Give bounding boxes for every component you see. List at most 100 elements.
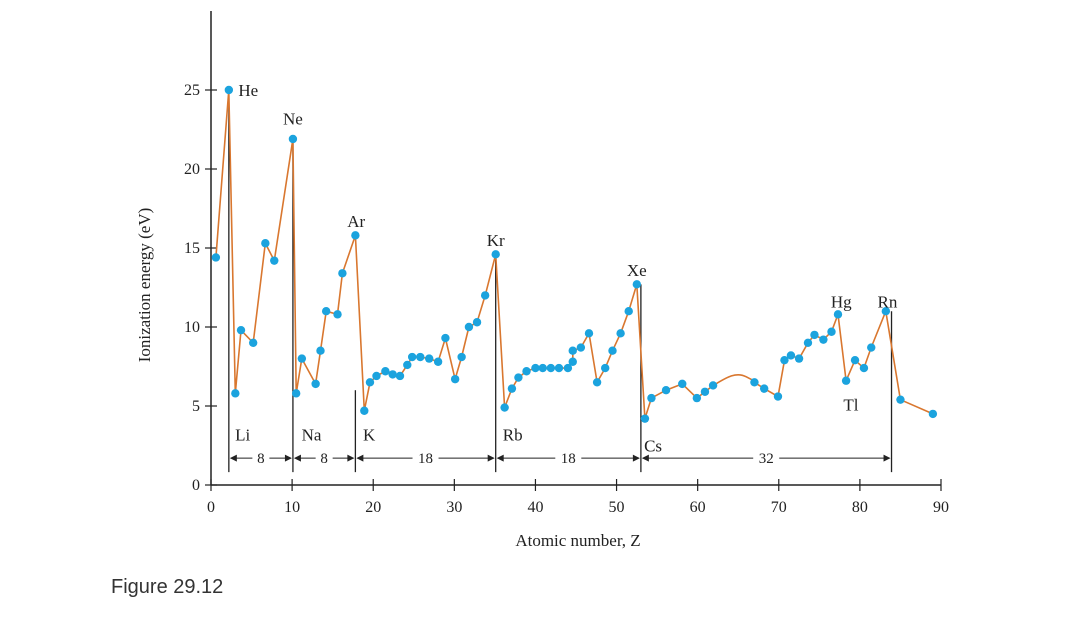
data-point <box>403 360 412 370</box>
data-point <box>786 351 796 360</box>
x-tick-label: 10 <box>284 499 300 516</box>
ionization-series <box>211 85 938 423</box>
arrow-left-icon <box>496 454 504 462</box>
data-point <box>407 352 417 362</box>
data-point <box>773 392 783 401</box>
data-point <box>395 371 405 381</box>
data-point <box>554 363 564 373</box>
data-point <box>833 310 843 319</box>
y-tick-label: 15 <box>184 240 200 257</box>
data-point <box>584 329 594 338</box>
period-length-label: 18 <box>561 451 576 467</box>
data-point <box>338 269 347 278</box>
arrow-right-icon <box>347 454 355 462</box>
data-point <box>224 85 234 95</box>
x-tick-label: 30 <box>446 499 462 516</box>
arrow-left-icon <box>229 454 237 462</box>
data-point <box>708 381 718 390</box>
data-point <box>568 357 577 366</box>
data-point <box>316 346 325 355</box>
data-point <box>928 409 938 419</box>
data-point <box>568 346 577 355</box>
y-tick-label: 5 <box>192 398 200 415</box>
data-point <box>692 393 702 403</box>
figure-caption: Figure 29.12 <box>111 576 224 598</box>
x-tick-label: 60 <box>690 499 706 516</box>
data-point <box>514 373 523 382</box>
data-point <box>678 379 687 389</box>
x-tick-label: 90 <box>933 499 949 516</box>
data-point <box>867 343 876 352</box>
x-tick-label: 20 <box>365 499 381 516</box>
data-point <box>360 406 369 415</box>
data-point <box>351 231 360 240</box>
y-axis-label: Ionization energy (eV) <box>135 208 154 363</box>
data-point <box>896 395 905 404</box>
data-point <box>288 134 298 144</box>
ionization-energy-line <box>215 89 934 420</box>
data-point <box>231 389 240 398</box>
period-brackets: 8 8 18 18 32 <box>228 90 893 473</box>
period-length-label: 18 <box>418 451 433 467</box>
data-point <box>841 376 851 385</box>
y-tick-label: 0 <box>192 477 200 494</box>
data-point <box>297 354 307 363</box>
data-point <box>576 343 586 352</box>
data-point <box>827 327 836 336</box>
data-point <box>538 363 547 373</box>
axes: 0 10 20 30 40 50 60 70 80 90 0 5 10 15 20 25 <box>184 11 949 516</box>
period-length-label: 8 <box>257 451 265 467</box>
data-point <box>546 363 556 373</box>
element-label: Xe <box>627 261 647 280</box>
y-tick-label: 20 <box>184 161 200 178</box>
arrow-right-icon <box>487 454 495 462</box>
data-point <box>661 386 671 395</box>
data-point <box>759 384 769 393</box>
data-point <box>381 367 390 376</box>
data-point <box>640 414 650 423</box>
arrow-left-icon <box>641 454 649 462</box>
element-label: Li <box>235 425 250 444</box>
data-point <box>291 389 301 398</box>
data-point <box>522 367 531 376</box>
arrow-right-icon <box>883 454 891 462</box>
element-labels: He Ne Ar Kr Xe Hg Rn Li Na K Rb Cs Tl <box>235 81 898 456</box>
period-length-label: 32 <box>759 451 774 467</box>
element-label: Kr <box>487 231 505 250</box>
data-point <box>881 307 891 316</box>
data-point <box>248 338 258 347</box>
data-point <box>700 387 710 396</box>
element-label: Hg <box>831 293 852 312</box>
data-point <box>850 355 860 365</box>
data-point <box>592 378 602 387</box>
x-tick-label: 70 <box>771 499 787 516</box>
data-point <box>261 239 270 248</box>
element-label: Rn <box>878 293 898 312</box>
x-tick-label: 80 <box>852 499 868 516</box>
data-point <box>433 357 443 366</box>
data-point <box>388 370 397 379</box>
data-point <box>531 363 540 373</box>
element-label: He <box>238 81 258 100</box>
element-label: K <box>363 425 376 444</box>
data-point <box>441 333 450 343</box>
data-point <box>624 307 633 316</box>
data-point <box>803 338 813 347</box>
data-point <box>424 354 434 363</box>
data-point <box>457 352 466 362</box>
element-label: Cs <box>644 437 662 456</box>
data-point <box>480 291 490 300</box>
data-point <box>810 330 819 340</box>
data-point <box>472 318 482 327</box>
y-tick-label: 25 <box>184 82 200 99</box>
element-label: Ne <box>283 109 303 128</box>
arrow-left-icon <box>293 454 301 462</box>
arrow-right-icon <box>284 454 292 462</box>
data-point <box>372 371 381 381</box>
data-point <box>450 374 460 384</box>
x-axis-label: Atomic number, Z <box>515 531 640 550</box>
x-tick-label: 0 <box>207 499 215 516</box>
data-point <box>780 355 789 365</box>
arrow-right-icon <box>632 454 640 462</box>
